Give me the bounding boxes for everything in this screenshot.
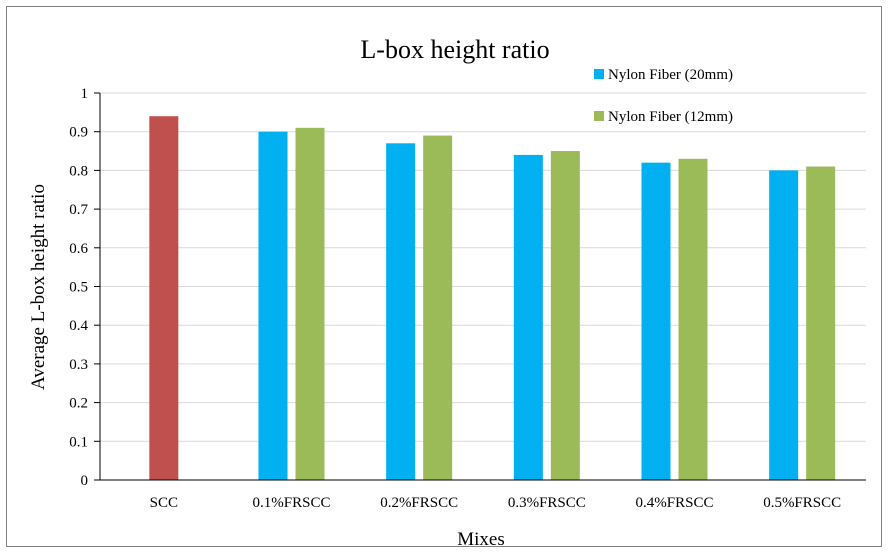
y-tick-label: 0.6	[69, 241, 88, 257]
bar-series-1	[513, 154, 543, 481]
chart-title: L-box height ratio	[360, 35, 549, 64]
axes	[99, 93, 866, 481]
bar-series-2	[678, 158, 708, 481]
bar-series-2	[550, 151, 580, 481]
y-tick-label: 0.5	[69, 280, 88, 296]
bar-series-1	[641, 162, 671, 480]
y-tick-label: 0.3	[69, 357, 88, 373]
bar-series-1	[258, 131, 288, 480]
x-tick-label: 0.5%FRSCC	[763, 495, 841, 511]
bar-series-1	[769, 170, 799, 480]
x-tick-label: 0.3%FRSCC	[508, 495, 586, 511]
bar-series-2	[295, 127, 325, 480]
bar-series-2	[423, 135, 453, 480]
x-tick-label: 0.2%FRSCC	[380, 495, 458, 511]
y-tick-label: 0.2	[69, 396, 88, 412]
bars	[149, 116, 836, 481]
legend-swatch	[594, 69, 604, 79]
y-tick-label: 1	[81, 86, 89, 102]
legend: Nylon Fiber (20mm) Nylon Fiber (12mm)	[594, 67, 733, 125]
y-tick-label: 0.1	[69, 434, 88, 450]
legend-label: Nylon Fiber (20mm)	[608, 67, 733, 83]
x-axis-title: Mixes	[457, 529, 505, 550]
y-tick-label: 0.9	[69, 125, 88, 141]
bar-series-1	[386, 143, 416, 480]
x-tick-labels: SCC 0.1%FRSCC 0.2%FRSCC 0.3%FRSCC 0.4%FRSCC 0…	[150, 495, 841, 511]
bar-scc	[149, 116, 179, 480]
y-tick-label: 0	[81, 473, 89, 489]
legend-swatch	[594, 111, 604, 121]
y-tick-labels: 0 0.1 0.2 0.3 0.4 0.5 0.6 0.7 0.8 0.9 1	[69, 86, 88, 489]
x-tick-label: SCC	[150, 495, 178, 511]
y-tick-label: 0.4	[69, 318, 88, 334]
y-tick-label: 0.8	[69, 163, 88, 179]
y-tick-label: 0.7	[69, 202, 88, 218]
bar-series-2	[806, 166, 836, 480]
x-tick-label: 0.1%FRSCC	[253, 495, 331, 511]
y-axis-title: Average L-box height ratio	[28, 184, 49, 390]
x-tick-label: 0.4%FRSCC	[636, 495, 714, 511]
gridlines	[94, 92, 866, 481]
legend-label: Nylon Fiber (12mm)	[608, 109, 733, 125]
